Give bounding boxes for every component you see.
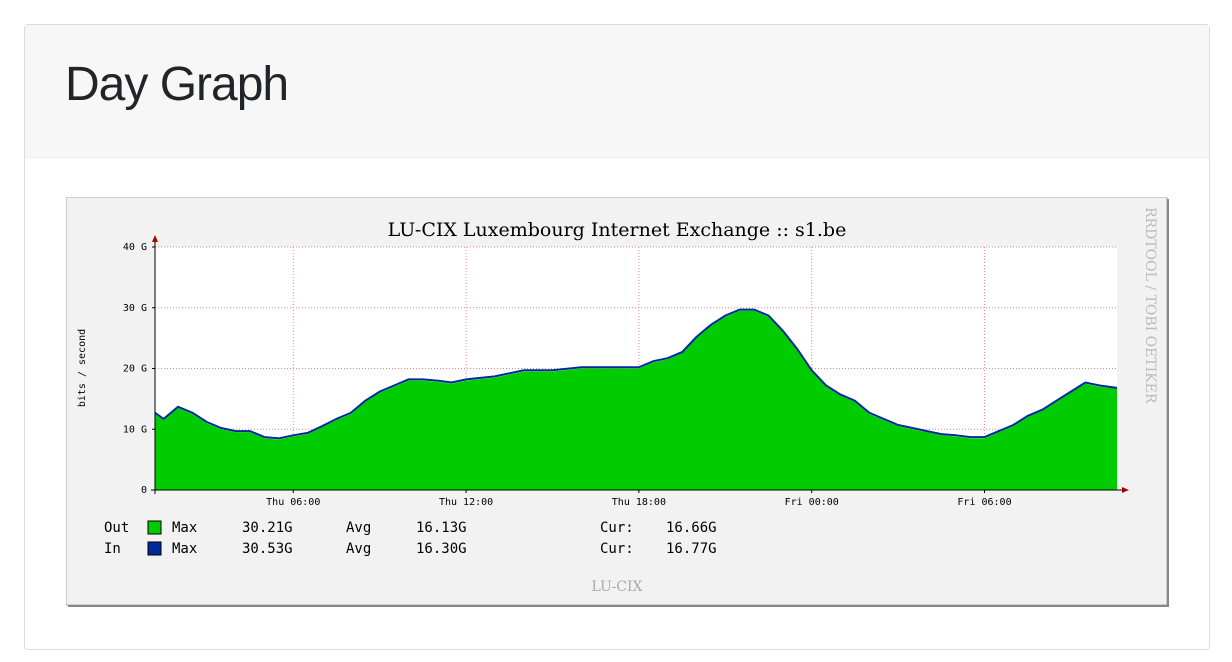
legend-stat: 16.13G bbox=[416, 520, 467, 536]
legend-stat: 16.77G bbox=[666, 541, 717, 557]
chart-title: LU-CIX Luxembourg Internet Exchange :: s… bbox=[388, 219, 847, 241]
legend-stat: 30.53G bbox=[242, 541, 293, 557]
x-tick-label: Fri 06:00 bbox=[957, 497, 1011, 508]
y-tick-label: 20 G bbox=[123, 364, 147, 375]
x-arrow bbox=[1122, 487, 1129, 493]
y-tick-label: 40 G bbox=[123, 242, 147, 253]
y-arrow bbox=[152, 235, 158, 242]
legend-stat: Avg bbox=[346, 520, 371, 536]
legend-stat: Max bbox=[172, 541, 197, 557]
watermark: RRDTOOL / TOBI OETIKER bbox=[1142, 207, 1158, 404]
legend-stat: 30.21G bbox=[242, 520, 293, 536]
legend-swatch bbox=[147, 541, 162, 556]
chart: LU-CIX Luxembourg Internet Exchange :: s… bbox=[66, 197, 1169, 607]
legend-stat: Avg bbox=[346, 541, 371, 557]
x-tick-label: Thu 12:00 bbox=[439, 497, 493, 508]
x-tick-label: Thu 06:00 bbox=[266, 497, 320, 508]
legend-stat: 16.66G bbox=[666, 520, 717, 536]
y-tick-label: 0 bbox=[141, 485, 147, 496]
card-title: Day Graph bbox=[65, 58, 289, 111]
x-tick-label: Thu 18:00 bbox=[612, 497, 666, 508]
card-header: Day Graph bbox=[25, 25, 1209, 158]
legend-label: Out bbox=[104, 520, 129, 536]
y-axis-label: bits / second bbox=[77, 329, 88, 407]
legend-stat: 16.30G bbox=[416, 541, 467, 557]
area bbox=[155, 310, 1117, 490]
y-tick-label: 30 G bbox=[123, 303, 147, 314]
x-tick-label: Fri 00:00 bbox=[785, 497, 839, 508]
legend-swatch bbox=[147, 520, 162, 535]
y-tick-label: 10 G bbox=[123, 424, 147, 435]
legend-stat: Cur: bbox=[600, 520, 634, 536]
legend-stat: Cur: bbox=[600, 541, 634, 557]
line bbox=[154, 308, 1118, 440]
legend-label: In bbox=[104, 541, 121, 557]
legend-stat: Max bbox=[172, 520, 197, 536]
footer: LU-CIX bbox=[591, 579, 642, 595]
